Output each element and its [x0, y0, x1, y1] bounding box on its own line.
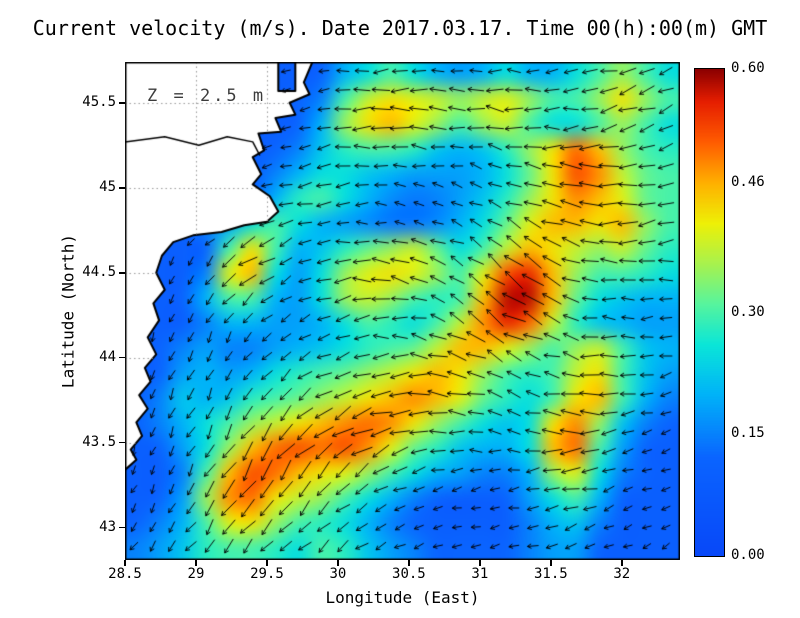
- colorbar-tick-label: 0.15: [731, 425, 765, 442]
- x-axis-label: Longitude (East): [325, 588, 480, 607]
- y-tick-mark: [119, 441, 125, 444]
- velocity-map-canvas: [125, 62, 680, 560]
- y-tick-mark: [119, 187, 125, 189]
- y-tick-label: 44: [99, 348, 116, 365]
- colorbar-tick-label: 0.46: [731, 173, 765, 190]
- y-tick-label: 43.5: [82, 433, 116, 450]
- x-tick-label: 30: [329, 566, 347, 582]
- colorbar-tick-label: 0.60: [731, 60, 765, 76]
- depth-annotation: Z = 2.5 m: [147, 86, 267, 106]
- colorbar-tick-label: 0.00: [731, 547, 765, 563]
- x-tick-label: 28.5: [108, 566, 142, 582]
- x-tick-mark: [124, 560, 126, 566]
- x-tick-label: 29: [187, 566, 205, 582]
- x-tick-label: 32: [613, 566, 631, 582]
- x-tick-mark: [550, 560, 552, 566]
- x-tick-mark: [337, 560, 339, 566]
- x-tick-mark: [408, 560, 410, 566]
- x-tick-mark: [479, 560, 481, 566]
- y-tick-label: 43: [99, 518, 116, 535]
- colorbar: [694, 68, 725, 557]
- y-tick-label: 45: [99, 178, 116, 195]
- colorbar-tick-label: 0.30: [731, 303, 765, 320]
- x-tick-label: 31: [471, 566, 489, 582]
- chart-title: Current velocity (m/s). Date 2017.03.17.…: [32, 16, 768, 40]
- y-tick-mark: [119, 356, 125, 359]
- x-tick-mark: [621, 560, 623, 566]
- x-tick-label: 29.5: [250, 566, 284, 582]
- x-tick-label: 30.5: [392, 566, 426, 582]
- y-tick-label: 45.5: [82, 93, 116, 110]
- y-tick-mark: [119, 102, 125, 104]
- x-tick-mark: [195, 560, 197, 566]
- y-tick-mark: [119, 526, 125, 529]
- x-tick-mark: [266, 560, 268, 566]
- y-tick-label: 44.5: [82, 263, 116, 280]
- y-tick-mark: [119, 272, 125, 274]
- y-axis-label: Latitude (North): [58, 233, 78, 389]
- x-tick-label: 31.5: [533, 566, 568, 582]
